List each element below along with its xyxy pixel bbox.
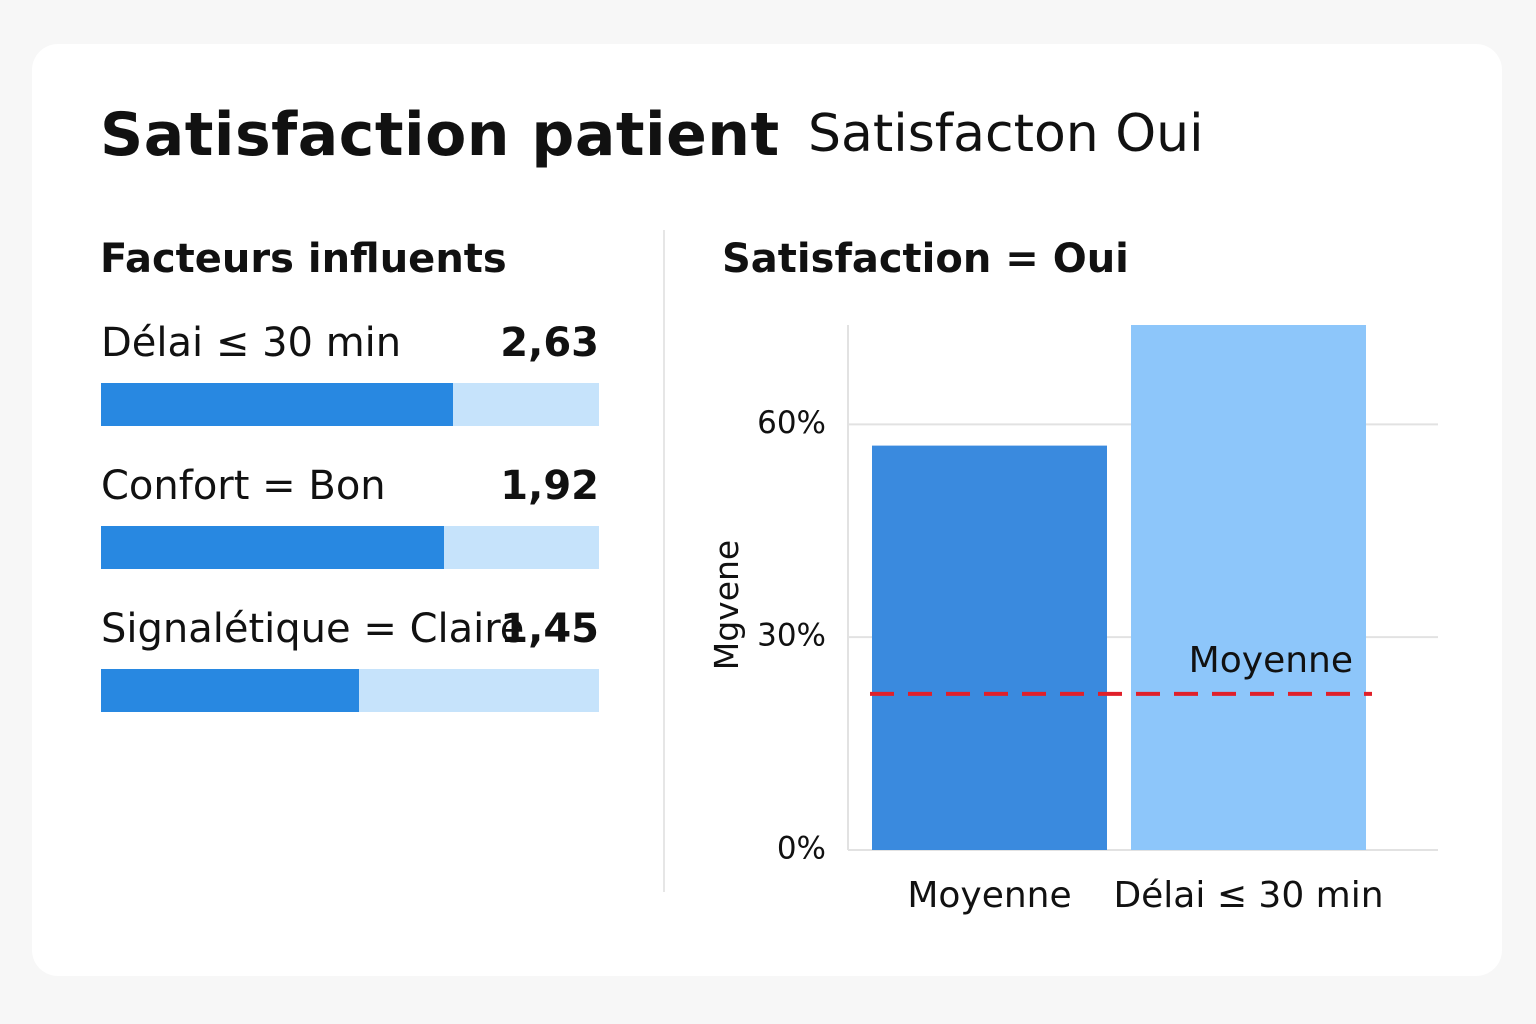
factor-label: Confort = Bon [101, 463, 386, 509]
factor-bar-track [101, 526, 599, 569]
factor-bar-track [101, 669, 599, 712]
factor-label: Signalétique = Claire [101, 606, 525, 652]
factor-item-signaletique: Signalétique = Claire 1,45 [101, 606, 599, 726]
bar [872, 445, 1107, 850]
factor-bar-fill [101, 383, 454, 426]
chart-title: Satisfaction = Oui [722, 236, 1129, 282]
x-tick-label: Moyenne [907, 875, 1071, 916]
factor-value: 1,92 [500, 463, 599, 509]
factor-bar-fill [101, 669, 360, 712]
factor-bar-track [101, 383, 599, 426]
factor-value: 2,63 [500, 320, 599, 366]
satisfaction-bar-chart: 0% 30% 60% Moyenne Délai ≤ 30 min Moyenne Mgve… [707, 325, 1438, 916]
panel-divider [663, 230, 665, 892]
factor-label: Délai ≤ 30 min [101, 320, 402, 366]
bar [1131, 325, 1366, 850]
y-axis-title: Mgvene [707, 540, 746, 670]
factor-value: 1,45 [500, 606, 599, 652]
factor-item-delai: Délai ≤ 30 min 2,63 [101, 320, 599, 440]
average-line-label: Moyenne [1189, 640, 1353, 681]
factor-item-confort: Confort = Bon 1,92 [101, 463, 599, 583]
y-tick-label: 0% [777, 831, 826, 867]
x-tick-label: Délai ≤ 30 min [1113, 875, 1383, 916]
y-tick-label: 60% [757, 405, 826, 441]
page-title: Satisfaction patient [100, 100, 780, 170]
y-tick-label: 30% [757, 618, 826, 654]
factors-title: Facteurs influents [100, 236, 507, 282]
factor-bar-fill [101, 526, 444, 569]
page-subtitle: Satisfacton Oui [808, 104, 1204, 164]
